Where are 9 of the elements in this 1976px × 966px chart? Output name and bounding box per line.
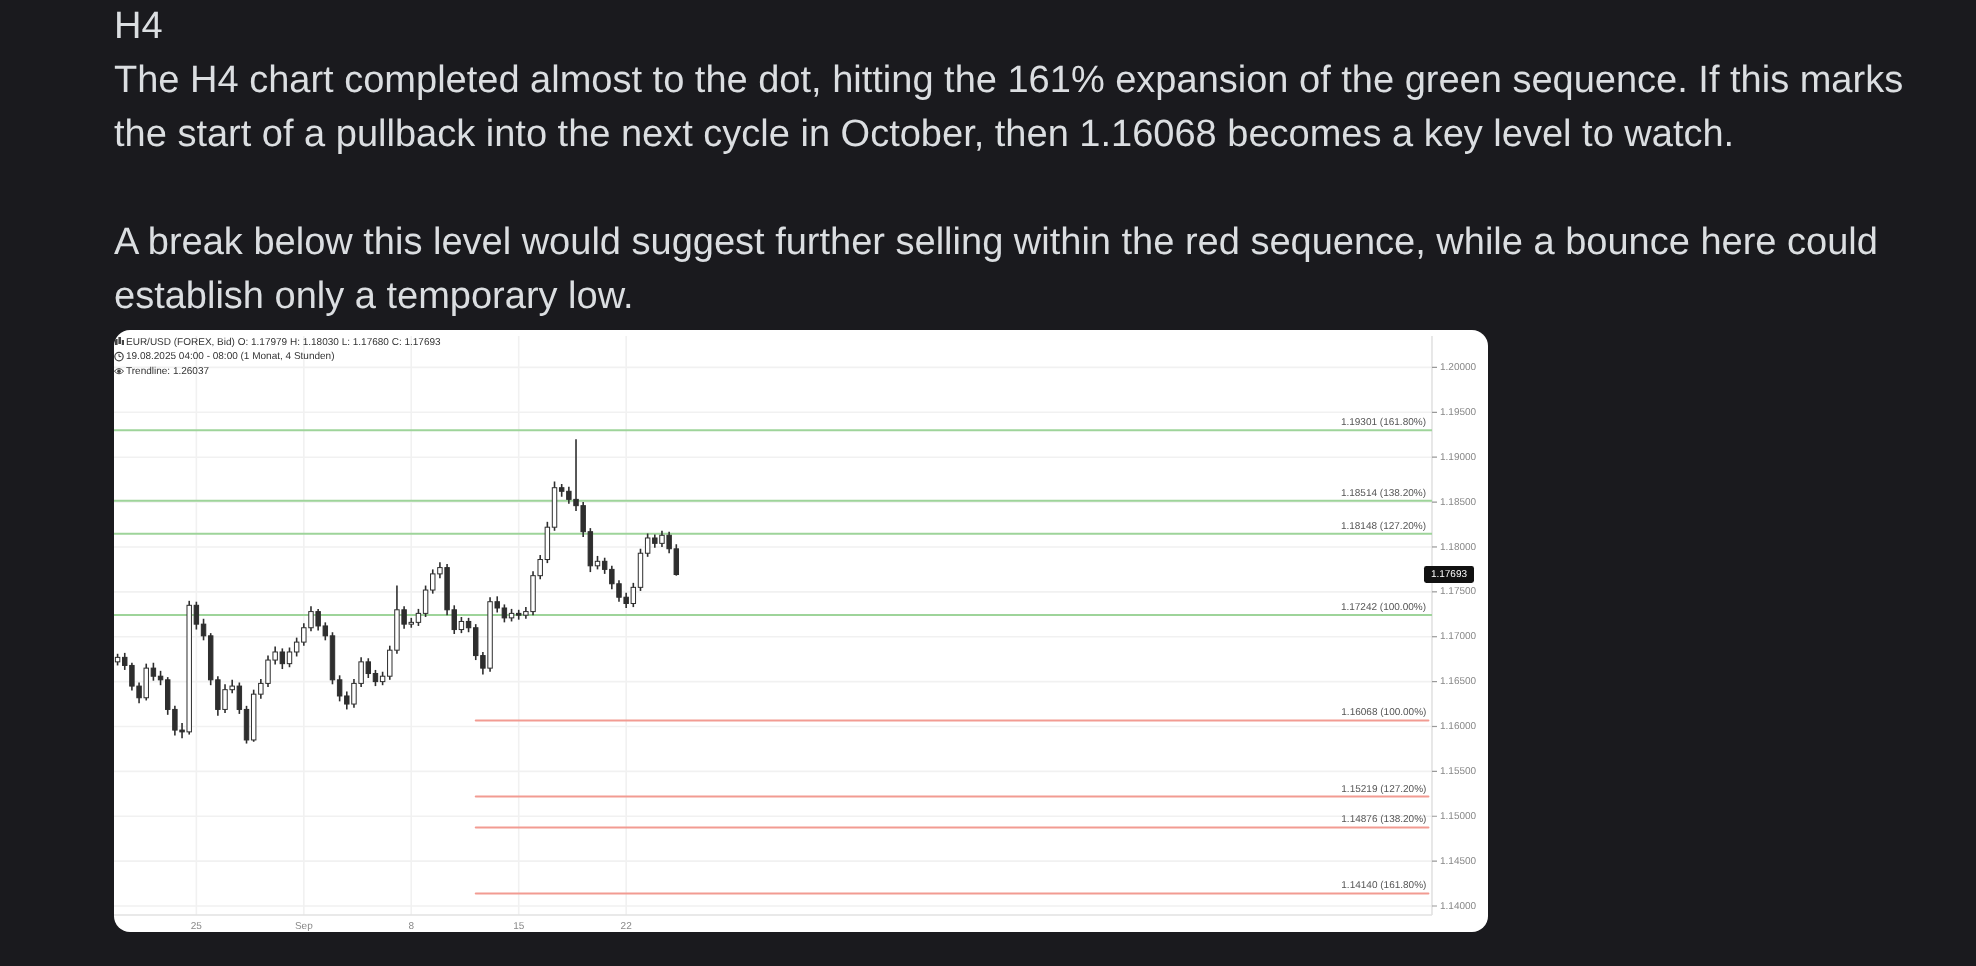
candlestick bbox=[365, 657, 372, 679]
text: A break below this level would suggest further selling within the red sequence, while a bounce here could establish only a temporary low. bbox=[114, 220, 1880, 322]
candlestick bbox=[286, 646, 293, 669]
candlestick bbox=[143, 662, 149, 702]
candlestick bbox=[279, 647, 286, 670]
chart-subtitle: The H4 chart completed almost to the dot, hitting the 161% expansion of the green sequence. If this marks the start of a pullback into the next cycle in October, then 1.16068 becomes a key level to watch. bbox=[114, 58, 1906, 160]
candlestick bbox=[222, 683, 228, 714]
candlestick bbox=[315, 608, 321, 632]
chart-title: H4 bbox=[114, 4, 165, 52]
